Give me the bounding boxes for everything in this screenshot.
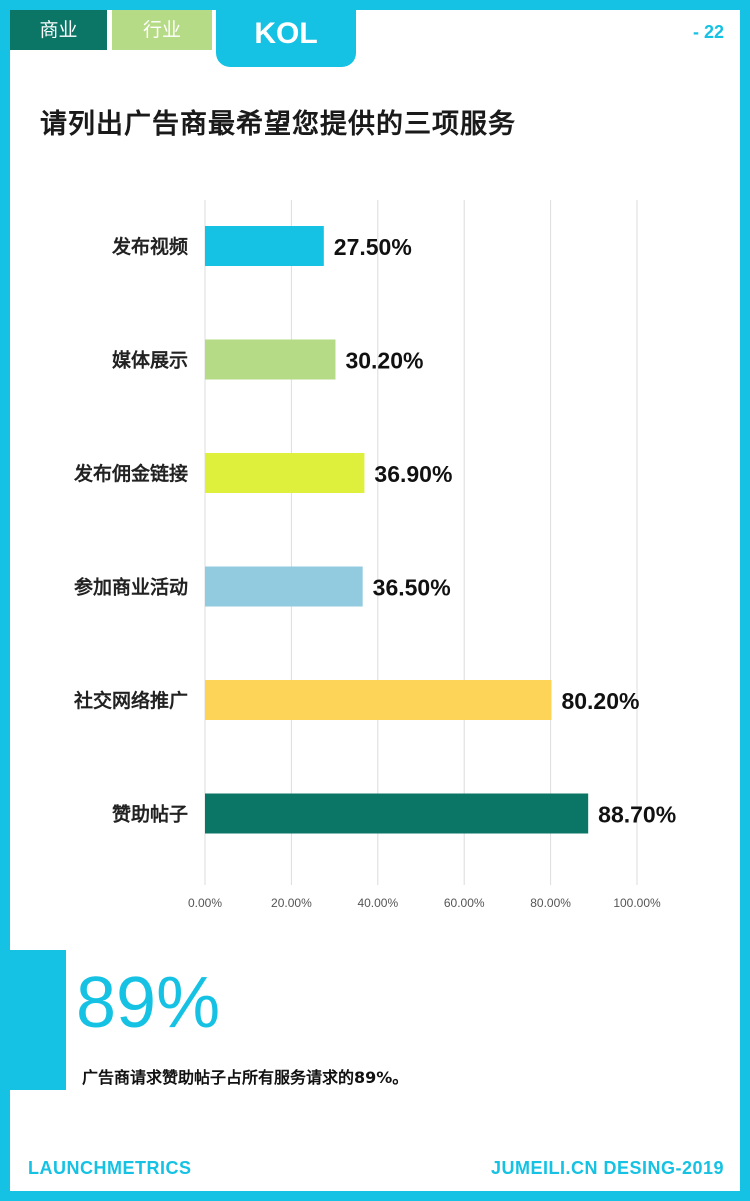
x-tick-label: 0.00% <box>188 896 222 910</box>
category-label: 发布视频 <box>111 235 188 258</box>
bar <box>205 680 552 720</box>
value-label: 30.20% <box>345 348 423 374</box>
value-label: 80.20% <box>561 688 639 714</box>
bar <box>205 566 363 607</box>
tab-kol[interactable]: KOL <box>216 10 356 67</box>
bar <box>205 453 365 493</box>
footer-source: LAUNCHMETRICS <box>28 1158 192 1178</box>
highlight-caption: 广告商请求赞助帖子占所有服务请求的89%。 <box>82 1068 409 1087</box>
footer-credit: JUMEILI.CN DESING-2019 <box>490 1158 724 1178</box>
category-label: 媒体展示 <box>112 349 188 372</box>
chart-value-labels: 27.50% 30.20% 36.90% 36.50% 80.20% 88.70% <box>334 234 676 828</box>
page-card: 商业 行业 KOL - 22 请列出广告商最希望您提供的三项服务 发布视频媒体展… <box>0 10 740 1191</box>
category-label: 赞助帖子 <box>111 803 188 826</box>
value-label: 36.50% <box>373 575 451 601</box>
bar <box>205 793 589 834</box>
accent-block <box>0 950 66 1090</box>
x-tick-label: 20.00% <box>271 896 312 910</box>
tab-industry[interactable]: 行业 <box>112 10 212 50</box>
chart-title: 请列出广告商最希望您提供的三项服务 <box>40 109 516 140</box>
value-label: 27.50% <box>334 234 412 260</box>
x-tick-label: 60.00% <box>444 896 485 910</box>
page-number: - 22 <box>692 22 724 42</box>
bar <box>205 226 324 266</box>
category-label: 社交网络推广 <box>73 689 188 712</box>
tab-business[interactable]: 商业 <box>10 10 107 50</box>
chart-bars <box>205 226 589 834</box>
x-tick-label: 80.00% <box>530 896 571 910</box>
x-tick-label: 100.00% <box>613 896 661 910</box>
bar <box>205 339 336 380</box>
x-tick-label: 40.00% <box>357 896 398 910</box>
chart-x-tick-labels: 0.00% 20.00% 40.00% 60.00% 80.00% 100.00% <box>188 896 661 910</box>
category-label: 发布佣金链接 <box>73 462 188 485</box>
value-label: 36.90% <box>374 461 452 487</box>
highlight-number: 89% <box>76 963 221 1043</box>
value-label: 88.70% <box>598 802 676 828</box>
highlight-callout: 89% 广告商请求赞助帖子占所有服务请求的89%。 <box>0 950 740 1110</box>
chart-gridlines <box>204 200 638 885</box>
category-label: 参加商业活动 <box>74 576 188 599</box>
